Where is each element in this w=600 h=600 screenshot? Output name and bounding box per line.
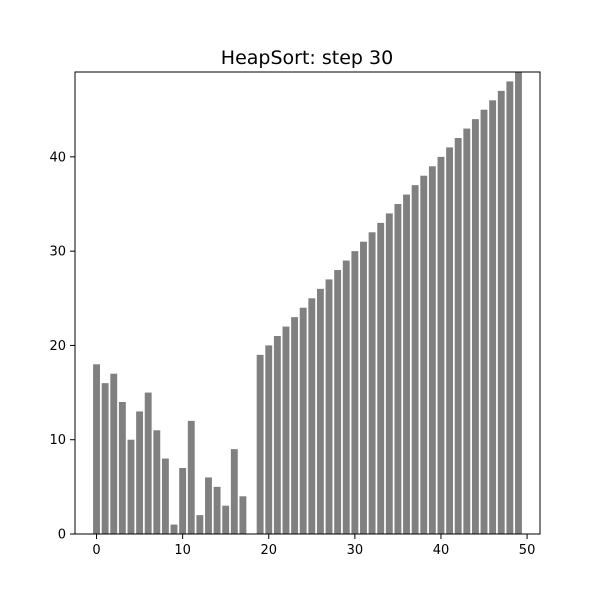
- bar-45: [480, 109, 488, 535]
- y-tick-label: 10: [49, 433, 66, 448]
- bar-5: [136, 411, 144, 534]
- bar-13: [205, 477, 212, 534]
- chart-title: HeapSort: step 30: [221, 47, 393, 69]
- bar-19: [256, 354, 264, 534]
- bar-20: [265, 345, 273, 534]
- x-tick-label: 40: [433, 543, 450, 558]
- y-tick-label: 0: [58, 528, 66, 543]
- bar-1: [101, 383, 109, 534]
- bar-40: [437, 156, 445, 535]
- bar-31: [360, 241, 367, 534]
- bar-49: [515, 72, 522, 534]
- bar-group: [93, 72, 522, 535]
- bar-8: [161, 458, 169, 534]
- bar-48: [506, 81, 514, 535]
- bar-21: [273, 336, 281, 534]
- bar-44: [471, 119, 479, 534]
- bar-16: [230, 449, 238, 534]
- bar-23: [291, 317, 299, 534]
- x-tick-label: 50: [519, 543, 536, 558]
- bar-33: [377, 222, 385, 535]
- bar-42: [454, 138, 462, 534]
- bar-9: [170, 524, 178, 534]
- bar-24: [299, 307, 307, 534]
- bar-17: [239, 496, 247, 534]
- y-axis: 0 10 20 30 40: [49, 150, 75, 543]
- x-tick-label: 0: [92, 543, 100, 558]
- bar-32: [368, 232, 376, 535]
- bar-30: [351, 251, 359, 534]
- bar-14: [213, 486, 221, 534]
- bar-39: [428, 166, 436, 535]
- bar-11: [187, 420, 195, 534]
- bar-12: [196, 515, 204, 534]
- x-tick-label: 30: [347, 543, 364, 558]
- x-tick-label: 20: [260, 543, 277, 558]
- bar-43: [463, 128, 471, 534]
- bar-2: [110, 373, 118, 534]
- bar-22: [282, 326, 290, 534]
- bar-26: [316, 288, 324, 534]
- bar-0: [93, 364, 100, 534]
- bar-3: [118, 402, 126, 534]
- bar-25: [308, 298, 316, 534]
- plot-frame: [74, 71, 541, 535]
- bar-10: [179, 468, 187, 534]
- bar-38: [420, 175, 428, 534]
- bar-46: [489, 100, 497, 534]
- bar-37: [411, 185, 419, 534]
- y-tick-label: 30: [49, 245, 66, 260]
- y-tick-label: 20: [49, 339, 66, 354]
- bar-28: [334, 270, 342, 534]
- bar-29: [342, 260, 350, 534]
- bar-35: [394, 204, 402, 534]
- bar-36: [403, 194, 410, 534]
- y-tick-label: 40: [49, 150, 66, 165]
- bar-41: [446, 147, 454, 534]
- bar-34: [385, 213, 393, 534]
- x-tick-label: 10: [174, 543, 191, 558]
- bar-4: [127, 439, 135, 534]
- bar-6: [144, 392, 152, 534]
- bar-15: [222, 505, 230, 534]
- x-axis: 0 10 20 30 40 50: [92, 534, 535, 558]
- bar-27: [325, 279, 333, 534]
- bar-7: [153, 430, 161, 534]
- bar-47: [497, 90, 505, 535]
